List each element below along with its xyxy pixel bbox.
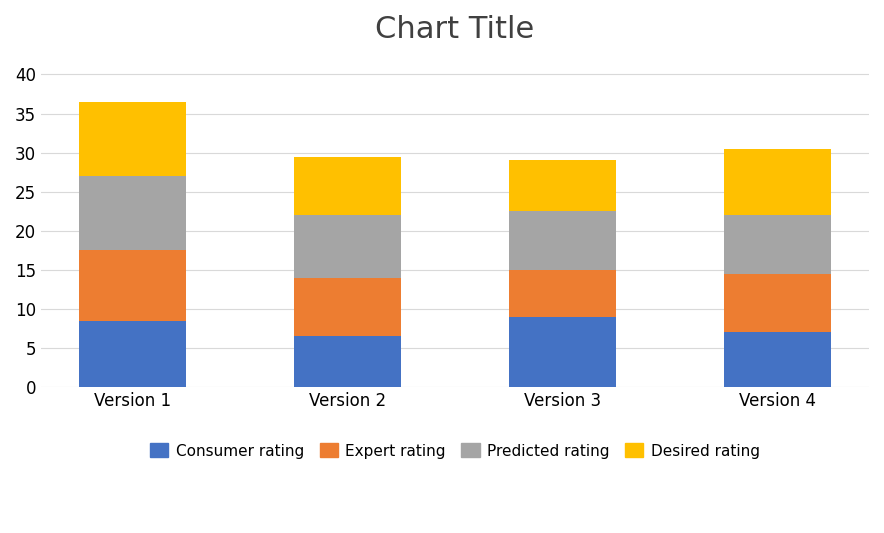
Bar xyxy=(509,160,616,211)
Bar xyxy=(79,251,187,321)
Bar xyxy=(79,321,187,387)
Bar xyxy=(293,336,401,387)
Bar xyxy=(724,215,831,274)
Bar xyxy=(79,102,187,176)
Bar xyxy=(293,278,401,336)
Legend: Consumer rating, Expert rating, Predicted rating, Desired rating: Consumer rating, Expert rating, Predicte… xyxy=(144,438,766,465)
Bar xyxy=(724,274,831,333)
Bar xyxy=(293,157,401,215)
Bar xyxy=(509,211,616,270)
Bar xyxy=(509,270,616,317)
Bar xyxy=(724,149,831,215)
Bar xyxy=(293,215,401,278)
Bar xyxy=(724,333,831,387)
Title: Chart Title: Chart Title xyxy=(376,15,535,44)
Bar xyxy=(79,176,187,251)
Bar xyxy=(509,317,616,387)
